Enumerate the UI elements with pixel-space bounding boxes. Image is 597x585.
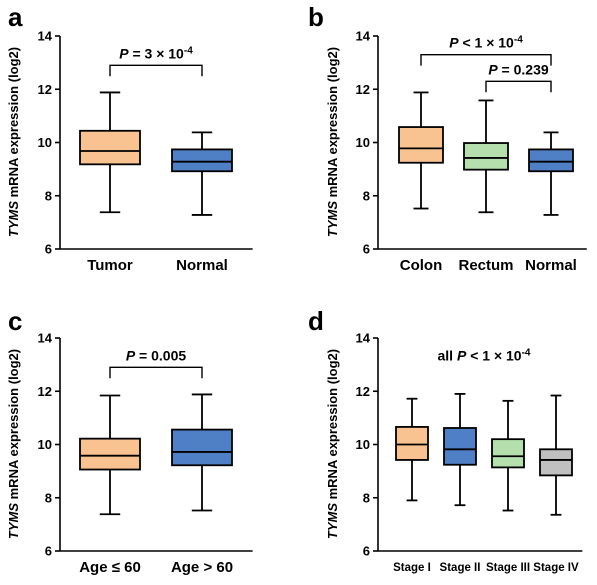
x-category-label: Stage III bbox=[486, 562, 530, 574]
box-colon bbox=[398, 91, 444, 210]
iqr-box bbox=[539, 448, 573, 477]
x-category-label: Age > 60 bbox=[171, 559, 233, 576]
y-tick-label: 10 bbox=[356, 437, 370, 452]
y-tick-label: 10 bbox=[38, 135, 52, 150]
p-value-label: P = 0.239 bbox=[488, 61, 549, 77]
panel-letter: a bbox=[8, 2, 23, 32]
y-axis-label: TYMS mRNA expression (log2) bbox=[6, 349, 21, 539]
y-tick-label: 10 bbox=[38, 437, 52, 452]
p-value-annotation: P < 1 × 10-4 bbox=[420, 34, 552, 66]
y-axis-label: TYMS mRNA expression (log2) bbox=[325, 349, 340, 539]
x-category-label: Rectum bbox=[458, 257, 513, 274]
iqr-box bbox=[398, 126, 444, 164]
box-rectum bbox=[463, 99, 509, 214]
y-tick-label: 14 bbox=[356, 29, 371, 44]
y-tick-label: 8 bbox=[363, 188, 370, 203]
box-stage-i bbox=[395, 397, 429, 502]
significance-bracket bbox=[485, 80, 552, 93]
iqr-box bbox=[491, 438, 525, 469]
iqr-box bbox=[528, 148, 574, 173]
box-stage-ii bbox=[443, 393, 477, 507]
panel-letter: c bbox=[8, 306, 22, 336]
significance-bracket bbox=[420, 53, 552, 66]
significance-bracket bbox=[109, 366, 203, 379]
box-normal bbox=[171, 131, 233, 216]
p-value-annotation: P = 3 × 10-4 bbox=[109, 45, 203, 77]
panel-letter: b bbox=[308, 2, 324, 32]
box-age-60 bbox=[79, 394, 141, 516]
y-tick-label: 12 bbox=[38, 82, 52, 97]
x-category-label: Normal bbox=[176, 257, 228, 274]
x-category-label: Stage II bbox=[440, 562, 481, 574]
box-normal bbox=[528, 131, 574, 216]
p-value-label: P = 3 × 10-4 bbox=[119, 45, 193, 62]
y-axis-label: TYMS mRNA expression (log2) bbox=[325, 47, 340, 237]
x-category-label: Normal bbox=[525, 257, 577, 274]
y-tick-label: 6 bbox=[45, 242, 52, 257]
y-tick-label: 14 bbox=[38, 29, 53, 44]
p-value-annotation: P = 0.005 bbox=[109, 347, 203, 379]
iqr-box bbox=[463, 142, 509, 171]
iqr-box bbox=[171, 428, 233, 467]
x-category-label: Stage I bbox=[393, 562, 431, 574]
panel-a: a 6 8 10 12 14 TYMS mRNA expression (log2) Tumo… bbox=[6, 2, 253, 274]
box-age-60 bbox=[171, 393, 233, 512]
panel-c: c 6 8 10 12 14 TYMS mRNA expression (log2) Age … bbox=[6, 306, 253, 576]
iqr-box bbox=[171, 148, 233, 173]
y-tick-label: 12 bbox=[356, 384, 370, 399]
significance-bracket bbox=[109, 64, 203, 77]
iqr-box bbox=[79, 129, 141, 166]
y-tick-label: 8 bbox=[363, 490, 370, 505]
x-category-label: Stage IV bbox=[533, 562, 579, 574]
iqr-box bbox=[443, 427, 477, 466]
y-tick-label: 12 bbox=[38, 384, 52, 399]
panel-b: b 6 8 10 12 14 TYMS mRNA expression (log2) Colo… bbox=[308, 2, 587, 274]
y-tick-label: 8 bbox=[45, 188, 52, 203]
box-stage-iii bbox=[491, 399, 525, 512]
y-tick-label: 6 bbox=[45, 544, 52, 559]
panel-d: d 6 8 10 12 14 TYMS mRNA expression (log2) Stag… bbox=[308, 306, 583, 574]
y-tick-label: 6 bbox=[363, 242, 370, 257]
x-category-label: Colon bbox=[400, 257, 443, 274]
box-tumor bbox=[79, 91, 141, 214]
p-value-label: all P < 1 × 10-4 bbox=[438, 347, 531, 364]
x-category-label: Tumor bbox=[87, 257, 133, 274]
p-value-annotation: all P < 1 × 10-4 bbox=[438, 347, 531, 364]
y-axis-label: TYMS mRNA expression (log2) bbox=[6, 47, 21, 237]
y-tick-label: 8 bbox=[45, 490, 52, 505]
panel-letter: d bbox=[308, 306, 324, 336]
p-value-label: P < 1 × 10-4 bbox=[449, 34, 523, 51]
iqr-box bbox=[395, 426, 429, 461]
p-value-annotation: P = 0.239 bbox=[485, 61, 552, 93]
y-tick-label: 10 bbox=[356, 135, 370, 150]
y-tick-label: 12 bbox=[356, 82, 370, 97]
y-tick-label: 14 bbox=[38, 331, 53, 346]
p-value-label: P = 0.005 bbox=[126, 347, 187, 363]
iqr-box bbox=[79, 437, 141, 471]
box-stage-iv bbox=[539, 394, 573, 516]
y-tick-label: 14 bbox=[356, 331, 371, 346]
y-tick-label: 6 bbox=[363, 544, 370, 559]
x-category-label: Age ≤ 60 bbox=[79, 559, 141, 576]
